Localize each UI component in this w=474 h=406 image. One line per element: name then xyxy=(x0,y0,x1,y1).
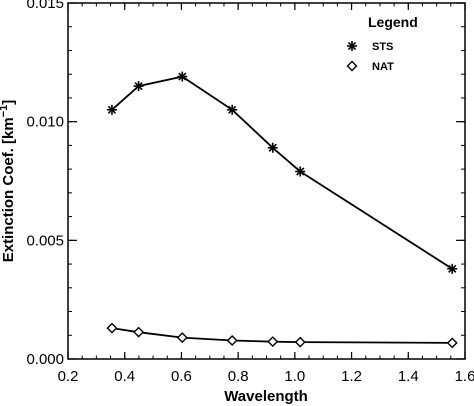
data-point-sts xyxy=(106,104,117,115)
data-point-sts xyxy=(447,263,458,274)
asterisk-stroke xyxy=(268,143,277,152)
asterisk-stroke xyxy=(107,105,117,114)
x-tick-label: 0.6 xyxy=(171,368,192,385)
y-tick-label: 0.000 xyxy=(26,351,64,368)
x-tick-label: 1.4 xyxy=(398,368,419,385)
data-point-nat xyxy=(446,337,458,349)
y-tick-label: 0.015 xyxy=(26,0,64,12)
data-point-nat xyxy=(106,322,118,334)
data-point-sts xyxy=(177,71,188,82)
legend: Legend STS NAT xyxy=(346,14,418,73)
data-point-sts xyxy=(295,166,306,177)
asterisk-stroke xyxy=(448,264,457,273)
y-axis-label: Extinction Coef. [km−1] xyxy=(0,100,17,263)
data-point-nat xyxy=(294,336,306,348)
asterisk-stroke xyxy=(296,167,305,176)
y-axis-label-superscript: −1 xyxy=(0,105,10,118)
legend-marker-sts xyxy=(347,41,357,51)
x-tick-label: 1.2 xyxy=(341,368,362,385)
data-point-sts xyxy=(133,81,144,92)
legend-label-nat: NAT xyxy=(372,61,394,73)
data-point-nat xyxy=(176,332,188,344)
y-tick-label: 0.010 xyxy=(26,114,64,131)
x-tick-label: 0.4 xyxy=(114,368,135,385)
data-point-nat xyxy=(267,336,279,348)
plot-frame xyxy=(67,2,466,360)
asterisk-stroke xyxy=(228,105,237,114)
data-point-nat xyxy=(133,326,145,338)
legend-label-sts: STS xyxy=(372,41,393,53)
series-line-nat xyxy=(111,327,453,344)
asterisk-stroke xyxy=(347,41,357,51)
legend-title: Legend xyxy=(368,14,418,30)
x-tick-label: 1.0 xyxy=(284,368,305,385)
axis-ticks: 0.2 0.4 0.6 0.8 1.0 1.2 1.4 1.6 0.000 0.005 0.010 0… xyxy=(26,0,474,385)
x-tick-label: 0.8 xyxy=(228,368,249,385)
series-line-sts xyxy=(111,75,453,270)
data-point-nat xyxy=(226,334,238,346)
y-axis-label-suffix: ] xyxy=(0,100,17,105)
data-point-sts xyxy=(267,142,278,153)
legend-marker-nat xyxy=(346,60,358,72)
x-axis-label: Wavelength xyxy=(224,388,308,405)
data-point-sts xyxy=(227,104,238,115)
series-layer xyxy=(106,71,458,349)
asterisk-stroke xyxy=(134,81,143,91)
asterisk-stroke xyxy=(178,72,187,81)
x-tick-label: 0.2 xyxy=(58,368,79,385)
x-tick-label: 1.6 xyxy=(455,368,474,385)
y-tick-label: 0.005 xyxy=(26,232,64,249)
